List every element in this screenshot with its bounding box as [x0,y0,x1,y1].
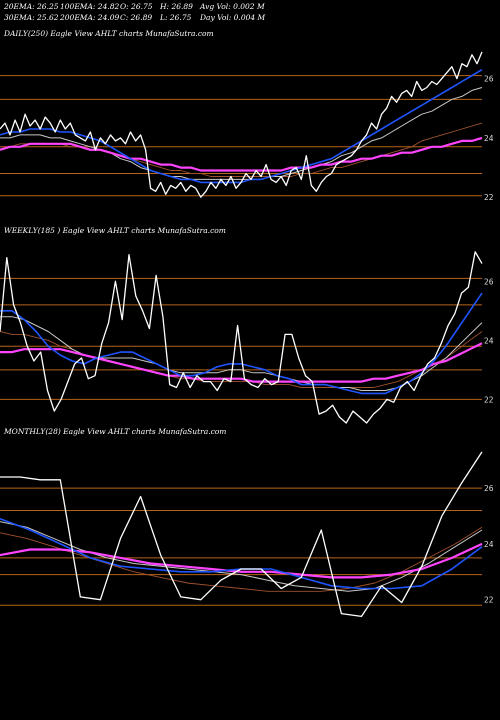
ema-slow-line-0 [0,136,483,172]
y-tick-label-0-1: 24 [484,134,494,143]
ema100-label: 100EMA: 24.82 [60,2,120,11]
y-tick-label-1-2: 22 [484,395,494,404]
low-label: L: 26.75 [160,13,192,22]
y-tick-label-0-0: 26 [484,75,494,84]
ema-fast-line-0 [0,69,483,184]
y-tick-label-1-0: 26 [484,277,494,286]
close-label: C: 26.89 [120,13,153,22]
y-tick-label-2-0: 26 [484,484,494,493]
avg-vol-label: Avg Vol: 0.002 M [200,2,265,11]
y-tick-label-1-1: 24 [484,336,494,345]
price-line-0 [0,51,483,198]
ema-slow-line-1 [0,342,483,383]
y-tick-label-2-1: 24 [484,540,494,549]
y-tick-label-2-2: 22 [484,596,494,605]
ema-mid-line-2 [0,521,483,592]
monthly-panel-label: MONTHLY(28) Eagle View AHLT charts Munaf… [4,427,227,436]
daily-panel-label: DAILY(250) Eagle View AHLT charts Munafa… [4,29,214,38]
high-label: H: 26.89 [160,2,193,11]
open-label: O: 26.75 [120,2,153,11]
ema30-label: 30EMA: 25.62 [4,13,59,22]
ema-brown-line-2 [0,526,483,592]
day-vol-label: Day Vol: 0.004 M [200,13,266,22]
y-tick-label-0-2: 22 [484,193,494,202]
weekly-panel-label: WEEKLY(185 ) Eagle View AHLT charts Muna… [4,226,226,235]
price-line-2 [0,451,483,618]
ema-slow-line-2 [0,542,483,579]
ema-brown-line-0 [0,122,483,177]
ema-mid-line-0 [0,87,483,180]
price-line-1 [0,251,483,424]
ema20-label: 20EMA: 26.25 [4,2,59,11]
ema200-label: 200EMA: 24.09 [60,13,120,22]
ema-fast-line-1 [0,292,483,395]
